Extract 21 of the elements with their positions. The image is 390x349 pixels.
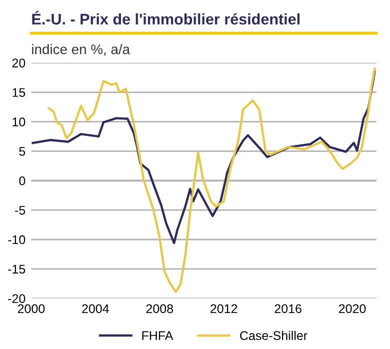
x-tick-label: 2008 — [146, 304, 173, 314]
y-tick-label: -20 — [8, 294, 26, 304]
y-tick-label: 15 — [12, 88, 26, 97]
x-tick-label: 2012 — [210, 304, 238, 314]
legend-label: FHFA — [142, 331, 174, 340]
y-tick-label: 20 — [12, 58, 26, 68]
x-tick-label: 2000 — [18, 304, 45, 314]
line-series — [48, 68, 376, 294]
line-series — [32, 70, 376, 244]
x-tick-label: 2004 — [82, 304, 109, 314]
chart-title: É.-U. - Prix de l'immobilier résidentiel — [32, 10, 300, 25]
y-tick-label: -10 — [8, 235, 26, 244]
y-tick-label: 0 — [19, 176, 26, 186]
y-tick-label: -5 — [15, 206, 26, 215]
chart-subtitle: indice en %, a/a — [32, 44, 130, 56]
x-tick-label: 2016 — [274, 304, 302, 314]
y-tick-label: 10 — [12, 118, 26, 126]
legend-label: Case-Shiller — [240, 330, 308, 340]
y-tick-label: 5 — [19, 147, 26, 156]
x-tick-label: 2020 — [338, 304, 366, 314]
y-tick-label: -15 — [8, 264, 26, 274]
